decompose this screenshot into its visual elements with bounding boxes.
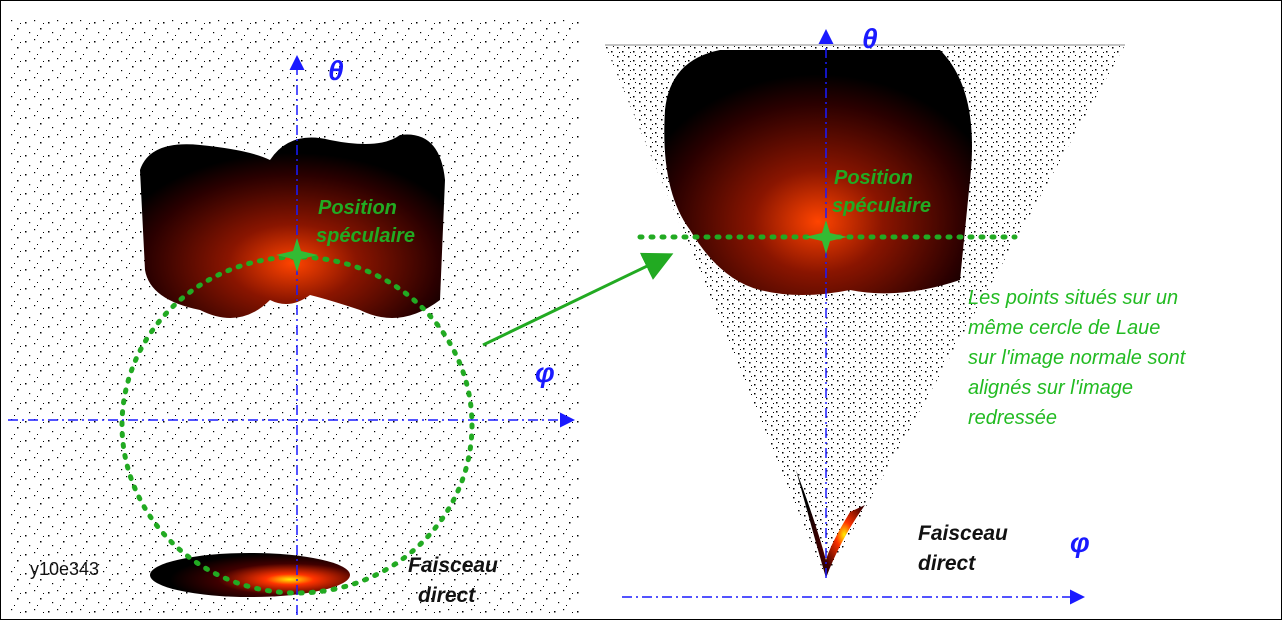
- direct-beam-label: direct: [918, 552, 976, 575]
- phi-label: φ: [1070, 527, 1090, 558]
- note-line: même cercle de Laue: [968, 317, 1160, 339]
- specular-label: spéculaire: [316, 225, 415, 247]
- left-noise: [8, 20, 580, 615]
- direct-beam-label: direct: [418, 584, 476, 607]
- laue-circle: [119, 254, 475, 596]
- note-line: sur l'image normale sont: [968, 347, 1187, 369]
- specular-label: Position: [834, 167, 913, 189]
- note-line: redressée: [968, 407, 1057, 429]
- right-direct-beam: [796, 470, 865, 578]
- theta-label: θ: [862, 23, 878, 54]
- right-scatter-blob: [664, 50, 972, 295]
- note-line: alignés sur l'image: [968, 377, 1133, 399]
- sample-id: y10e343: [30, 559, 99, 579]
- specular-label: Position: [318, 197, 397, 219]
- specular-star: [805, 220, 847, 254]
- phi-label: φ: [535, 357, 555, 388]
- specular-star: [276, 238, 318, 272]
- theta-label: θ: [328, 55, 344, 86]
- direct-beam-label: Faisceau: [918, 522, 1008, 545]
- note-line: Les points situés sur un: [968, 287, 1178, 309]
- transform-arrow: [482, 252, 674, 347]
- specular-label: spéculaire: [832, 195, 931, 217]
- direct-beam-label: Faisceau: [408, 554, 498, 577]
